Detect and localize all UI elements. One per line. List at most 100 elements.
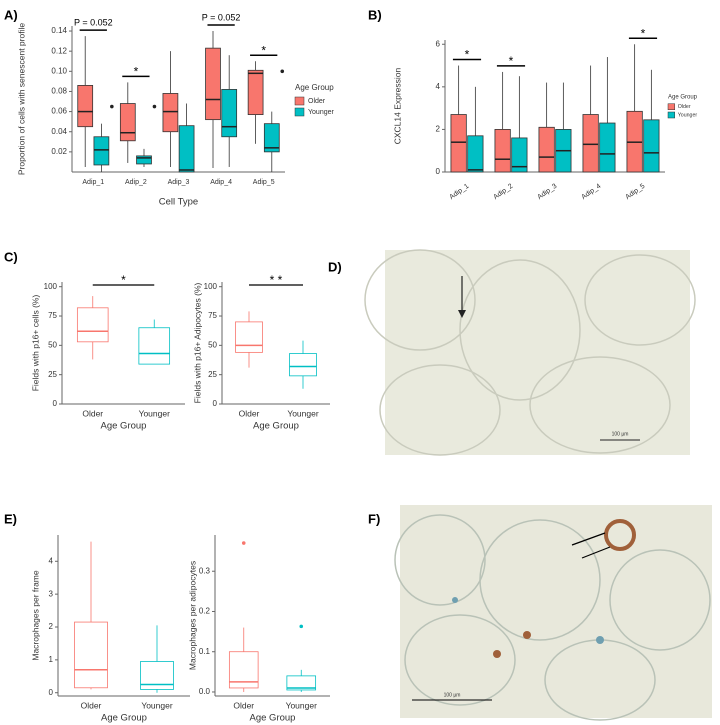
legend-label: Younger — [308, 109, 334, 116]
y-tick-label: 0 — [213, 399, 218, 408]
y-tick-label: 0.02 — [51, 147, 67, 156]
box — [178, 125, 195, 173]
x-tick-label: Adip_1 — [82, 179, 104, 186]
annotation: * — [509, 54, 514, 68]
y-tick-label: 25 — [48, 370, 57, 379]
panel-label: B) — [368, 7, 382, 22]
y-tick-label: 4 — [436, 82, 441, 91]
y-tick-label: 75 — [208, 311, 217, 320]
x-tick-label: Older — [239, 408, 260, 418]
y-tick-label: 0.0 — [199, 687, 211, 696]
legend-label: Older — [678, 104, 691, 110]
box — [494, 129, 511, 173]
x-tick-label: Younger — [139, 408, 171, 418]
legend-title: Age Group — [295, 83, 334, 92]
y-axis-label: CXCL14 Expression — [392, 67, 402, 144]
outlier — [241, 541, 246, 545]
x-axis-label: Age Group — [250, 713, 296, 724]
box — [235, 321, 263, 353]
box — [582, 114, 599, 173]
box — [74, 621, 108, 689]
panel-label: A) — [4, 7, 18, 22]
x-tick-label: Adip_3 — [536, 183, 558, 201]
panel-label: E) — [4, 511, 17, 526]
x-tick-label: Adip_3 — [168, 179, 190, 186]
y-tick-label: 0.12 — [51, 46, 67, 55]
x-tick-label: Adip_5 — [253, 179, 275, 186]
panel-label: D) — [328, 259, 342, 274]
legend-title: Age Group — [668, 95, 698, 101]
y-tick-label: 0 — [53, 399, 58, 408]
box — [289, 353, 317, 377]
annotation: * — [134, 65, 139, 79]
legend-key — [667, 103, 675, 110]
y-tick-label: 0 — [436, 167, 441, 176]
y-axis-label: Fields with p16+ cells (%) — [30, 295, 40, 392]
box — [467, 135, 484, 173]
box — [136, 155, 152, 165]
x-tick-label: Adip_4 — [210, 179, 232, 186]
y-tick-label: 100 — [44, 282, 58, 291]
y-tick-label: 0.06 — [51, 107, 67, 116]
box — [263, 123, 280, 153]
y-tick-label: 0.1 — [199, 647, 211, 656]
y-tick-label: 2 — [49, 622, 54, 631]
box — [511, 137, 528, 173]
legend-key — [294, 96, 305, 106]
y-axis-label: Macrophages per adipocytes — [187, 561, 197, 670]
x-axis-label: Cell Type — [159, 197, 198, 208]
box — [93, 136, 110, 166]
y-axis-label: Proportion of cells with senescent profi… — [16, 23, 26, 175]
y-tick-label: 2 — [436, 125, 441, 134]
x-axis-label: Age Group — [253, 421, 299, 432]
box — [599, 122, 616, 173]
x-tick-label: Adip_1 — [448, 183, 470, 201]
x-tick-label: Younger — [286, 700, 318, 710]
box — [76, 307, 109, 343]
box — [643, 119, 660, 173]
legend-key — [667, 111, 675, 119]
scale-bar-label: 100 µm — [612, 431, 629, 437]
legend-label: Older — [308, 98, 326, 105]
micrograph-f: 100 µm — [394, 505, 712, 721]
outlier — [280, 69, 285, 74]
y-tick-label: 0.08 — [51, 87, 67, 96]
y-tick-label: 3 — [49, 589, 54, 598]
x-tick-label: Older — [82, 408, 103, 418]
box — [286, 675, 317, 691]
y-tick-label: 0.2 — [199, 607, 211, 616]
y-tick-label: 0.3 — [199, 566, 211, 575]
y-tick-label: 4 — [49, 556, 54, 565]
annotation: * — [465, 48, 470, 62]
y-tick-label: 0.14 — [51, 26, 67, 35]
legend-label: Younger — [678, 112, 698, 118]
y-axis-label: Macrophages per frame — [30, 570, 40, 661]
y-axis-label: Fields with p16+ Adipocytes (%) — [192, 282, 202, 403]
y-tick-label: 0.04 — [51, 127, 67, 136]
x-tick-label: Adip_2 — [125, 179, 147, 186]
x-tick-label: Adip_5 — [624, 183, 646, 201]
panel-label: C) — [4, 249, 18, 264]
x-tick-label: Younger — [141, 700, 173, 710]
panel-label: F) — [368, 511, 380, 526]
annotation: * * — [270, 273, 283, 287]
y-tick-label: 1 — [49, 655, 54, 664]
outlier — [110, 104, 114, 109]
box — [138, 327, 171, 365]
x-tick-label: Older — [233, 700, 254, 710]
x-tick-label: Adip_4 — [580, 183, 602, 201]
micrograph-d: 100 µm — [364, 249, 696, 456]
box — [450, 114, 467, 173]
y-tick-label: 6 — [436, 39, 441, 48]
outlier — [152, 104, 157, 109]
y-tick-label: 50 — [48, 340, 57, 349]
y-tick-label: 75 — [48, 311, 57, 320]
y-tick-label: 25 — [208, 370, 217, 379]
y-tick-label: 0.10 — [51, 66, 67, 75]
annotation: * — [261, 43, 266, 57]
x-tick-label: Older — [81, 700, 102, 710]
annotation: * — [121, 273, 126, 287]
box — [221, 89, 238, 138]
y-tick-label: 50 — [208, 340, 217, 349]
